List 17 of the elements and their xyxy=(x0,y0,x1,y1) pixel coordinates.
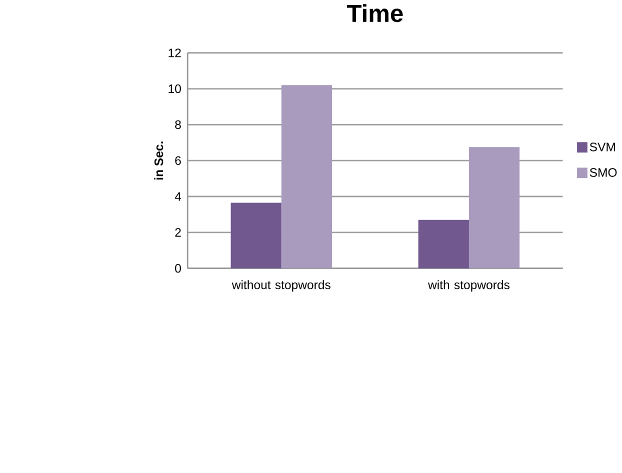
y-tick-label: 10 xyxy=(168,84,181,94)
legend-label: SMO xyxy=(590,168,617,177)
y-tick-label: 4 xyxy=(174,192,182,201)
y-tick-label: 6 xyxy=(175,156,181,165)
x-tick-label: without stopwords xyxy=(232,280,330,292)
bar xyxy=(230,202,282,268)
y-tick-label: 0 xyxy=(175,264,181,273)
y-tick-label: 2 xyxy=(175,228,181,237)
legend-label: SVM xyxy=(590,142,615,152)
bar xyxy=(418,220,469,268)
bar xyxy=(281,85,332,268)
x-tick-label: with stopwords xyxy=(428,280,510,292)
y-tick-label: 12 xyxy=(168,48,181,58)
y-axis-title: in Sec. xyxy=(154,142,164,180)
chart-title: Time xyxy=(347,4,403,22)
bar xyxy=(468,147,520,268)
y-tick-label: 8 xyxy=(175,120,181,130)
